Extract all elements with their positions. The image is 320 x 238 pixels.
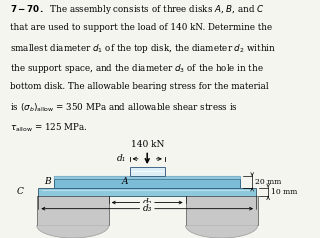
Text: 20 mm: 20 mm xyxy=(255,178,282,186)
Bar xyxy=(38,188,256,196)
Text: d₁: d₁ xyxy=(116,154,126,163)
Text: d₂: d₂ xyxy=(142,198,152,207)
Bar xyxy=(130,168,165,176)
Text: bottom disk. The allowable bearing stress for the material: bottom disk. The allowable bearing stres… xyxy=(10,82,268,91)
Text: 140 kN: 140 kN xyxy=(131,140,164,149)
Bar xyxy=(37,196,109,225)
Text: B: B xyxy=(44,177,51,186)
Text: A: A xyxy=(122,177,128,186)
Text: the support space, and the diameter $d_3$ of the hole in the: the support space, and the diameter $d_3… xyxy=(10,62,263,75)
Text: $\tau_{\rm allow}$ = 125 MPa.: $\tau_{\rm allow}$ = 125 MPa. xyxy=(10,121,87,134)
Text: smallest diameter $d_1$ of the top disk, the diameter $d_2$ within: smallest diameter $d_1$ of the top disk,… xyxy=(10,42,276,55)
Text: 10 mm: 10 mm xyxy=(271,188,298,196)
Bar xyxy=(186,196,258,225)
Bar xyxy=(54,176,240,188)
Text: is $(\sigma_b)_{\rm allow}$ = 350 MPa and allowable shear stress is: is $(\sigma_b)_{\rm allow}$ = 350 MPa an… xyxy=(10,101,237,114)
Text: C: C xyxy=(17,187,24,196)
Text: $\bf{7-70.}$  The assembly consists of three disks $A$, $B$, and $C$: $\bf{7-70.}$ The assembly consists of th… xyxy=(10,3,264,16)
Polygon shape xyxy=(37,225,109,238)
Text: d₃: d₃ xyxy=(142,204,152,213)
Text: that are used to support the load of 140 kN. Determine the: that are used to support the load of 140… xyxy=(10,23,272,32)
Polygon shape xyxy=(186,225,258,238)
